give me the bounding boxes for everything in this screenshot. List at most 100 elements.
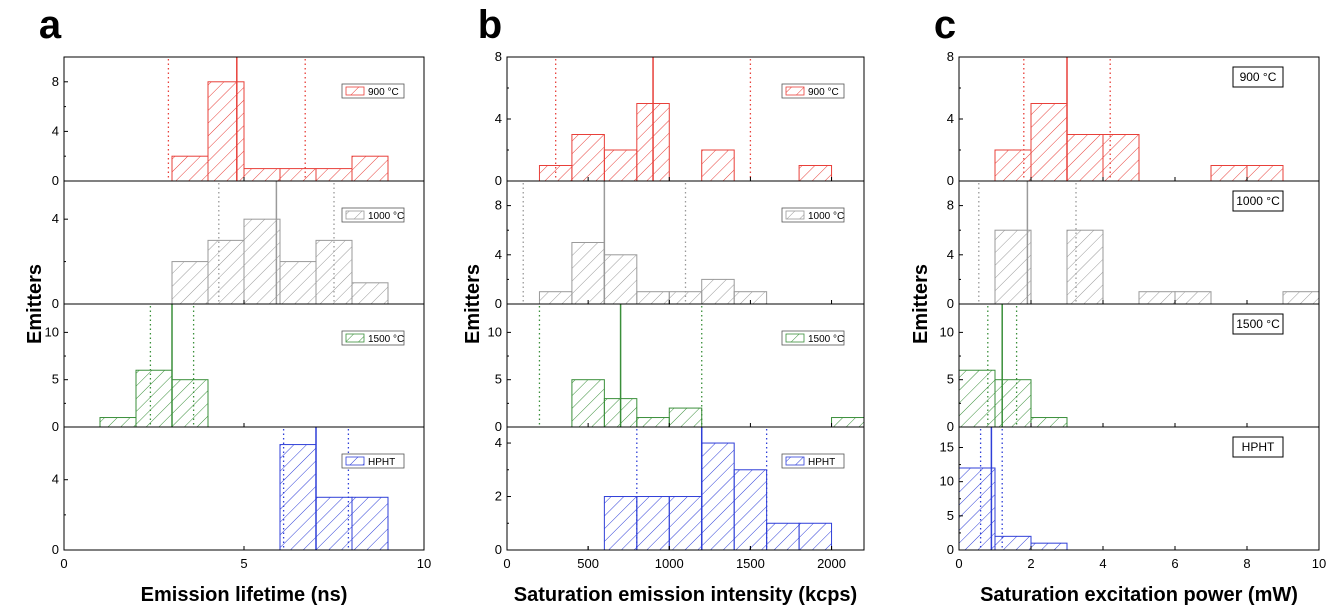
subplot-900-c: 0 4 8 900 °C [947, 49, 1320, 188]
subplot-hpht: 0 4 HPHT [52, 426, 425, 557]
y-tick-label: 8 [495, 198, 502, 213]
bar [279, 261, 317, 305]
bar [733, 469, 768, 551]
bar [315, 168, 353, 182]
x-tick-label: 10 [417, 556, 431, 571]
bar [171, 155, 209, 182]
legend-swatch [785, 210, 805, 220]
bar [994, 229, 1032, 305]
x-axis-label: Saturation excitation power (mW) [980, 584, 1298, 606]
x-tick-label: 8 [1243, 556, 1250, 571]
subplot-label-box [1232, 190, 1284, 212]
y-tick-label: 0 [495, 419, 502, 434]
y-tick-label: 10 [488, 324, 502, 339]
bar [1030, 103, 1068, 182]
subplot-frame [63, 303, 425, 428]
legend-label: 1000 °C [368, 211, 404, 222]
bar [958, 369, 996, 428]
panel-label: a [39, 3, 62, 47]
bar [994, 149, 1032, 182]
y-tick-label: 10 [940, 474, 954, 489]
y-tick-label: 8 [947, 198, 954, 213]
subplot-label: 1500 °C [1236, 317, 1280, 331]
bar [603, 254, 638, 305]
legend-label: 1500 °C [808, 334, 844, 345]
y-tick-label: 0 [52, 419, 59, 434]
y-tick-label: 0 [52, 542, 59, 557]
x-axis-label: Saturation emission intensity (kcps) [514, 584, 857, 606]
bar [1138, 291, 1176, 305]
x-tick-label: 6 [1171, 556, 1178, 571]
legend-label: HPHT [808, 457, 835, 468]
y-tick-label: 0 [52, 173, 59, 188]
y-tick-label: 4 [495, 435, 502, 450]
x-axis-label: Emission lifetime (ns) [141, 584, 348, 606]
bar [603, 496, 638, 551]
legend-label: 1500 °C [368, 334, 404, 345]
x-tick-label: 1000 [655, 556, 684, 571]
x-tick-label: 0 [60, 556, 67, 571]
bar [315, 239, 353, 305]
bar [701, 442, 735, 551]
y-tick-label: 8 [52, 74, 59, 89]
y-tick-label: 4 [52, 472, 59, 487]
y-tick-label: 5 [52, 372, 59, 387]
y-tick-label: 4 [52, 123, 59, 138]
bar [701, 149, 735, 182]
bar [1210, 165, 1248, 182]
subplot-label: HPHT [1242, 440, 1275, 454]
x-tick-label: 5 [240, 556, 247, 571]
bar [279, 168, 317, 182]
bar [351, 155, 389, 182]
y-tick-label: 0 [947, 296, 954, 311]
bar [1102, 134, 1140, 182]
subplot-label: 1000 °C [1236, 194, 1280, 208]
bar [171, 261, 209, 305]
bar [636, 291, 670, 305]
bar [701, 278, 735, 305]
x-tick-label: 1500 [736, 556, 765, 571]
bar [351, 496, 389, 551]
bar [798, 165, 833, 182]
y-axis-label: Emitters [462, 264, 484, 344]
legend-swatch [345, 210, 365, 220]
subplot-1500-c: 0 5 10 1500 °C [940, 303, 1320, 434]
subplot-1000-c: 0 4 8 1000 °C [947, 180, 1320, 311]
bar [351, 282, 389, 305]
subplot-label-box [1232, 66, 1284, 88]
legend-swatch [345, 456, 365, 466]
y-tick-label: 0 [495, 173, 502, 188]
bar [798, 522, 833, 551]
bar [1066, 229, 1104, 305]
bar [668, 496, 703, 551]
bar [1030, 417, 1068, 428]
panel-c: c 0 4 8 900 °C 0 4 8 1000 °C 0 5 10 1500 °C 0 5 10 15 HPH… [910, 3, 1326, 606]
bar [668, 291, 703, 305]
bar [99, 417, 137, 428]
x-tick-label: 2 [1027, 556, 1034, 571]
y-tick-label: 2 [495, 489, 502, 504]
y-axis-label: Emitters [24, 264, 46, 344]
subplot-frame [958, 426, 1320, 551]
bar [1030, 542, 1068, 551]
bar [538, 291, 573, 305]
bar [1282, 291, 1320, 305]
bar [207, 81, 245, 182]
x-tick-label: 0 [503, 556, 510, 571]
bar [1174, 291, 1212, 305]
subplot-900-c: 0 4 8 900 °C [495, 49, 865, 188]
legend-label: 900 °C [368, 87, 399, 98]
x-tick-label: 2000 [817, 556, 846, 571]
legend-swatch [785, 333, 805, 343]
subplot-label-box [1232, 313, 1284, 335]
y-tick-label: 5 [947, 372, 954, 387]
panel-label: b [478, 3, 502, 47]
legend-swatch [345, 86, 365, 96]
bar [958, 467, 996, 551]
y-tick-label: 4 [52, 211, 59, 226]
y-tick-label: 10 [940, 324, 954, 339]
bar [1246, 165, 1284, 182]
legend-swatch [785, 86, 805, 96]
y-tick-label: 4 [947, 111, 954, 126]
subplot-1000-c: 0 4 8 1000 °C [495, 180, 865, 311]
